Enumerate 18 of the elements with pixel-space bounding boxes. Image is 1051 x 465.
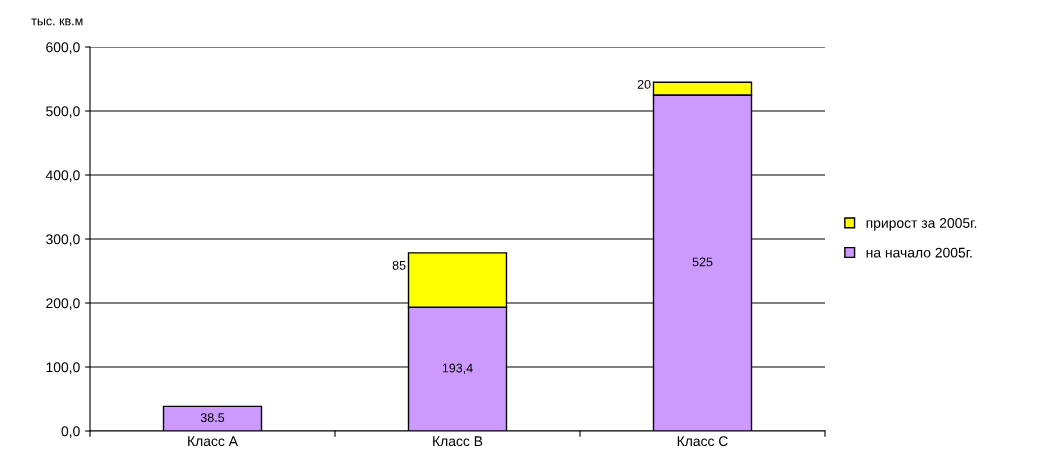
data-label: 85 [392, 260, 406, 270]
y-tick-label: 600,0 [46, 42, 80, 54]
data-label: 525 [692, 257, 713, 267]
y-tick-label: 100,0 [46, 362, 80, 374]
legend-label: прирост за 2005г. [866, 218, 977, 231]
y-axis-title: тыс. кв.м [31, 18, 83, 26]
x-tick-label: Класс С [677, 436, 728, 447]
data-label: 193,4 [442, 363, 473, 374]
x-tick-label: Класс В [433, 436, 483, 447]
data-label: 20 [637, 79, 651, 89]
y-tick-label: 300,0 [46, 234, 80, 246]
x-tick-label: Класс А [188, 436, 238, 447]
y-tick-label: 400,0 [45, 170, 80, 182]
y-tick-label: 500,0 [46, 106, 80, 118]
legend-label: на начало 2005г. [866, 247, 972, 258]
y-tick-label: 0,0 [61, 426, 80, 438]
y-tick-label: 200,0 [46, 298, 80, 310]
data-label: 38.5 [200, 413, 225, 423]
